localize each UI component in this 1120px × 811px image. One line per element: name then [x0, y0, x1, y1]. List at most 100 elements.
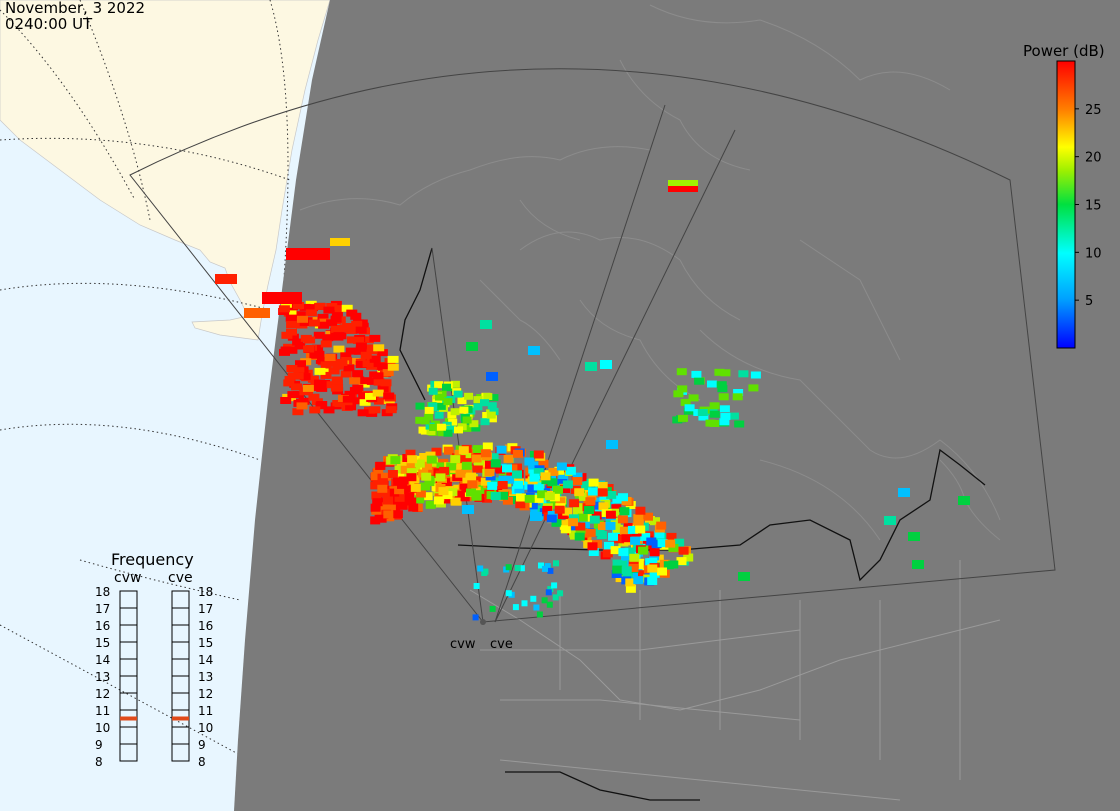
frequency-title: Frequency: [111, 550, 194, 569]
power-cell: [400, 465, 411, 474]
power-cell: [396, 461, 407, 470]
power-cell: [440, 495, 451, 504]
power-cell: [634, 558, 645, 567]
power-cell: [621, 534, 632, 543]
power-cell: [373, 467, 384, 476]
power-cell: [340, 370, 352, 378]
frequency-panel: Frequency cvw cve 18 18 17 17 16 16 15 15 14 14 13…: [95, 550, 213, 769]
power-cell: [657, 539, 668, 548]
power-cell: [624, 547, 635, 556]
power-cell: [330, 238, 350, 246]
power-cell: [521, 600, 528, 607]
power-cell: [613, 529, 624, 538]
power-cell: [588, 487, 598, 496]
power-cell: [484, 468, 495, 477]
power-cell: [287, 333, 299, 341]
power-cell: [262, 292, 302, 304]
power-cell: [340, 352, 352, 360]
power-cell: [530, 595, 537, 602]
power-cell: [533, 494, 544, 503]
power-cell: [549, 493, 560, 502]
power-cell: [716, 381, 727, 389]
freq-label-left: 16: [95, 619, 110, 633]
station-cvw-marker: [480, 619, 486, 625]
power-cell: [414, 495, 425, 504]
power-cell: [462, 505, 474, 514]
power-cell: [281, 331, 293, 339]
power-cell: [446, 462, 457, 471]
power-cell: [370, 503, 381, 512]
freq-label-right: 10: [198, 721, 213, 735]
power-cell: [668, 543, 679, 552]
colorbar-tick-label: 20: [1085, 151, 1102, 166]
power-cell: [314, 302, 326, 310]
power-cell: [482, 568, 489, 575]
power-cell: [428, 462, 439, 471]
power-cell: [437, 429, 447, 437]
borders: [469, 560, 1001, 801]
power-cell: [285, 307, 297, 315]
station-cvw-label: cvw: [450, 637, 476, 652]
power-cell: [308, 319, 320, 327]
power-cell: [375, 362, 387, 370]
power-cell: [362, 336, 374, 344]
power-cell: [542, 505, 553, 514]
power-cell: [422, 492, 433, 501]
freq-label-right: 17: [198, 602, 213, 616]
power-cell: [560, 520, 571, 529]
power-cell: [597, 481, 608, 490]
power-cell: [312, 344, 324, 352]
power-cell: [458, 446, 469, 455]
power-cell: [677, 385, 688, 393]
power-cell: [480, 320, 492, 329]
power-cell: [720, 413, 731, 420]
power-cell: [415, 402, 425, 410]
power-cell: [638, 546, 648, 555]
freq-label-right: 16: [198, 619, 213, 633]
power-cell: [709, 402, 720, 410]
power-cell: [420, 482, 431, 491]
freq-label-left: 9: [95, 738, 103, 752]
power-cell: [421, 472, 432, 481]
power-cell: [469, 420, 479, 428]
power-cell: [528, 465, 539, 474]
power-cell: [536, 611, 543, 618]
power-cell: [719, 418, 730, 426]
power-cell: [472, 464, 483, 473]
power-cell: [473, 396, 483, 404]
power-cell: [320, 340, 332, 348]
power-cell: [348, 397, 360, 405]
power-cell: [646, 537, 657, 546]
power-cell: [414, 459, 425, 468]
power-cell: [515, 500, 526, 509]
power-cell: [394, 465, 405, 474]
colorbar-title: Power (dB): [1023, 42, 1105, 60]
power-cell: [472, 445, 483, 454]
power-cell: [279, 348, 290, 356]
power-cell: [353, 336, 364, 344]
power-cell: [524, 457, 535, 466]
power-cell: [619, 507, 630, 516]
power-cell: [446, 425, 456, 433]
power-cell: [576, 503, 586, 512]
power-cell: [426, 466, 437, 475]
power-cell: [513, 480, 524, 489]
power-cell: [504, 475, 515, 484]
power-cell: [323, 406, 335, 414]
power-cell: [467, 480, 478, 489]
power-cell: [633, 576, 644, 585]
power-cell: [407, 455, 418, 464]
power-colorbar: Power (dB) 5 10 15 20 25: [1023, 42, 1105, 349]
power-cell: [587, 542, 598, 551]
power-cell: [286, 321, 298, 328]
power-cell: [323, 306, 335, 314]
power-cell: [486, 372, 498, 381]
power-cell: [552, 594, 559, 601]
power-cell: [512, 470, 522, 479]
power-cell: [547, 567, 554, 574]
power-cell: [568, 518, 579, 527]
power-cell: [387, 363, 399, 371]
power-cell: [502, 496, 513, 505]
